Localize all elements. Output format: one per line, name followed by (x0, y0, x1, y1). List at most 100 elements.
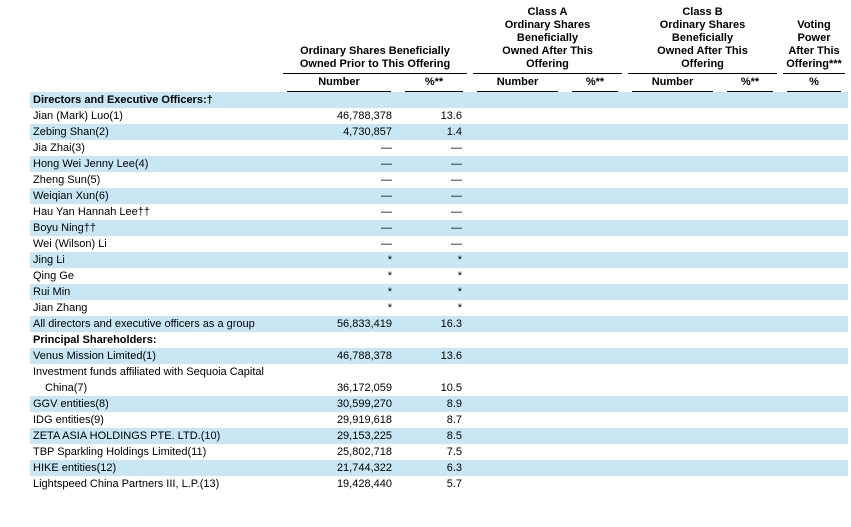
class-a-pct-cell (565, 428, 625, 444)
prior-pct-cell: — (451, 190, 462, 202)
table-row: Zebing Shan(2) 4,730,857 1.4 (30, 124, 848, 140)
prior-number-cell: 30,599,270 (336, 398, 392, 410)
voting-pct-cell (780, 412, 848, 428)
class-a-number-cell (470, 284, 565, 300)
class-b-number-cell (625, 204, 720, 220)
class-b-number-cell (625, 108, 720, 124)
holder-name-cell: Hong Wei Jenny Lee(4) (33, 158, 149, 170)
class-b-number-cell (625, 412, 720, 428)
voting-pct-cell (780, 204, 848, 220)
prior-number-cell: * (387, 302, 392, 314)
class-b-pct-cell (720, 268, 780, 284)
class-b-number-cell (625, 140, 720, 156)
class-b-number-cell (625, 476, 720, 492)
class-b-number-cell (625, 268, 720, 284)
class-a-number-cell (470, 140, 565, 156)
class-b-number-cell (625, 444, 720, 460)
prior-number-cell: 29,153,225 (336, 430, 392, 442)
prior-number-cell: 36,172,059 (336, 382, 392, 394)
subheader-prior-pct: %** (398, 74, 470, 92)
prior-pct-cell: 8.9 (446, 398, 462, 410)
table-header: Ordinary Shares Beneficially Owned Prior… (30, 6, 848, 92)
voting-pct-cell (780, 444, 848, 460)
class-b-pct-cell (720, 476, 780, 492)
prior-number-cell: * (387, 286, 392, 298)
prior-number-cell: 21,744,322 (336, 462, 392, 474)
class-a-pct-cell (565, 124, 625, 140)
prior-pct-cell: — (451, 238, 462, 250)
class-b-number-cell (625, 284, 720, 300)
name-column-header (30, 6, 280, 74)
prior-number-cell: — (381, 238, 392, 250)
class-a-pct-cell (565, 108, 625, 124)
col-group-class-b: Class B Ordinary Shares Beneficially Own… (625, 6, 780, 74)
holder-name-cell: Venus Mission Limited(1) (33, 350, 156, 362)
class-a-pct-cell (565, 316, 625, 332)
col-group-voting-power-label: Voting Power After This Offering*** (783, 19, 845, 74)
class-a-number-cell (470, 316, 565, 332)
holder-name-cell: Lightspeed China Partners III, L.P.(13) (33, 478, 220, 490)
class-a-number-cell (470, 364, 565, 396)
subheader-class-a-number: Number (470, 74, 565, 92)
subheader-voting-pct: % (780, 74, 848, 92)
class-a-number-cell (470, 236, 565, 252)
class-a-number-cell (470, 444, 565, 460)
prior-number-cell: — (381, 174, 392, 186)
class-b-number-cell (625, 348, 720, 364)
holder-name-cell: Qing Ge (33, 270, 74, 282)
table-row: Rui Min * * (30, 284, 848, 300)
class-b-number-cell (625, 316, 720, 332)
class-b-pct-cell (720, 460, 780, 476)
prior-pct-cell: * (457, 302, 462, 314)
class-a-pct-cell (565, 236, 625, 252)
section-label: Principal Shareholders: (33, 334, 157, 346)
prior-pct-cell: * (457, 254, 462, 266)
voting-pct-cell (780, 252, 848, 268)
col-group-prior-offering: Ordinary Shares Beneficially Owned Prior… (280, 6, 470, 74)
class-b-pct-cell (720, 236, 780, 252)
voting-pct-cell (780, 140, 848, 156)
class-b-number-cell (625, 236, 720, 252)
class-a-pct-cell (565, 156, 625, 172)
table-row: GGV entities(8) 30,599,270 8.9 (30, 396, 848, 412)
class-a-pct-cell (565, 412, 625, 428)
prior-number-cell: 4,730,857 (343, 126, 392, 138)
holder-name-cell: Jian Zhang (33, 302, 88, 314)
holder-name-cell: Zheng Sun(5) (33, 174, 101, 186)
class-a-pct-cell (565, 396, 625, 412)
prior-pct-cell: — (451, 158, 462, 170)
voting-pct-cell (780, 108, 848, 124)
class-a-pct-cell (565, 252, 625, 268)
group-header-row: Ordinary Shares Beneficially Owned Prior… (30, 6, 848, 74)
col-group-voting-power: Voting Power After This Offering*** (780, 6, 848, 74)
holder-name-cell: Wei (Wilson) Li (33, 238, 107, 250)
col-group-prior-offering-label: Ordinary Shares Beneficially Owned Prior… (283, 45, 467, 74)
section-label: Directors and Executive Officers:† (33, 94, 213, 106)
class-b-number-cell (625, 252, 720, 268)
subheader-row: Number %** Number %** Number %** % (30, 74, 848, 92)
table-row: Zheng Sun(5) — — (30, 172, 848, 188)
subheader-class-b-pct: %** (720, 74, 780, 92)
class-b-pct-cell (720, 364, 780, 396)
prior-pct-cell: — (451, 206, 462, 218)
voting-pct-cell (780, 348, 848, 364)
prior-number-cell: — (381, 158, 392, 170)
prior-pct-cell: 16.3 (440, 318, 462, 330)
class-b-number-cell (625, 156, 720, 172)
prior-number-cell: 56,833,419 (336, 318, 392, 330)
table-row: ZETA ASIA HOLDINGS PTE. LTD.(10) 29,153,2… (30, 428, 848, 444)
class-b-pct-cell (720, 348, 780, 364)
voting-pct-cell (780, 316, 848, 332)
class-a-pct-cell (565, 220, 625, 236)
holder-name-cell: All directors and executive officers as … (33, 318, 255, 330)
class-a-pct-cell (565, 300, 625, 316)
class-a-pct-cell (565, 140, 625, 156)
voting-pct-cell (780, 124, 848, 140)
prior-pct-cell: 13.6 (440, 350, 462, 362)
class-b-pct-cell (720, 188, 780, 204)
class-a-pct-cell (565, 460, 625, 476)
class-b-pct-cell (720, 140, 780, 156)
table-row: Qing Ge * * (30, 268, 848, 284)
table-row: Wei (Wilson) Li — — (30, 236, 848, 252)
